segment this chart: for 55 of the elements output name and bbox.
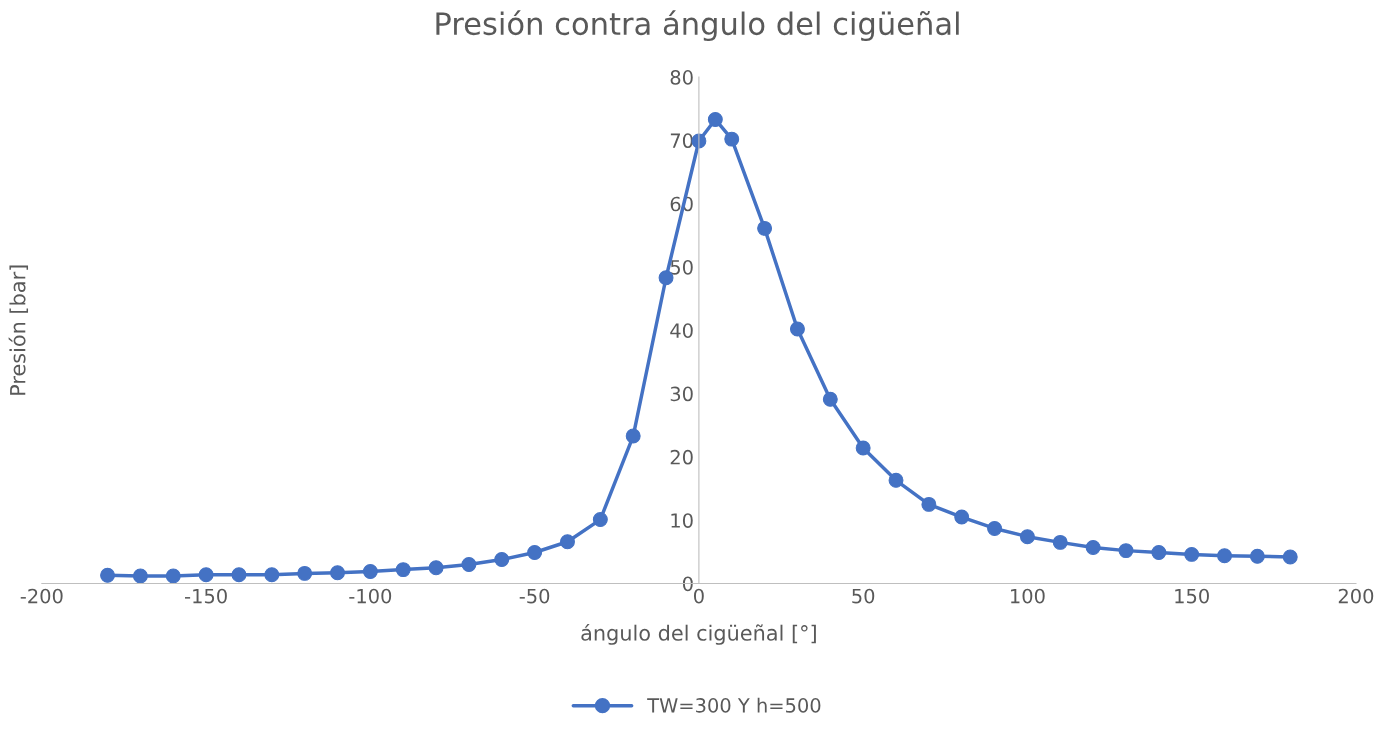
x-tick-label: 200 xyxy=(1338,588,1374,604)
point xyxy=(560,534,575,550)
point xyxy=(789,321,805,337)
point xyxy=(1184,546,1200,562)
point xyxy=(165,568,181,584)
point xyxy=(264,567,280,583)
point xyxy=(1217,548,1232,564)
point xyxy=(1282,549,1298,565)
x-tick-label: -150 xyxy=(185,588,227,604)
point xyxy=(822,391,838,407)
point xyxy=(297,565,313,581)
x-tick-label: 100 xyxy=(1011,588,1045,604)
x-tick-label: -50 xyxy=(519,588,550,604)
y-tick-label: 10 xyxy=(671,513,693,528)
point xyxy=(527,545,543,560)
point xyxy=(757,220,773,236)
point xyxy=(395,562,411,578)
point xyxy=(362,564,378,579)
point xyxy=(1085,539,1101,555)
point xyxy=(494,552,510,567)
point xyxy=(198,567,214,583)
x-tick-label: -100 xyxy=(349,588,392,604)
x-axis-title: ángulo del cigüeñal [°] xyxy=(581,623,816,645)
y-tick-label: 80 xyxy=(670,70,693,85)
point xyxy=(855,440,871,456)
point xyxy=(231,567,247,583)
point xyxy=(707,112,723,127)
x-tick-label: 0 xyxy=(693,588,704,604)
y-tick-label: 50 xyxy=(670,259,693,275)
legend-label: TW=300 Y h=500 xyxy=(647,697,821,713)
point xyxy=(100,567,116,583)
y-tick-label: 40 xyxy=(670,323,693,338)
y-tick-label: 20 xyxy=(670,449,693,465)
point xyxy=(330,565,345,581)
point xyxy=(625,428,641,444)
point xyxy=(461,557,477,572)
point xyxy=(1052,534,1068,550)
point xyxy=(987,520,1003,536)
point xyxy=(1249,548,1265,564)
chart-title: Presión contra ángulo del cigüeñal xyxy=(436,10,959,42)
point xyxy=(132,568,148,584)
y-tick-label: 30 xyxy=(670,386,693,402)
x-tick-label: -200 xyxy=(20,588,63,604)
x-tick-label: 150 xyxy=(1175,588,1209,604)
point xyxy=(1118,543,1134,559)
point xyxy=(724,131,740,147)
point xyxy=(1019,529,1035,545)
point xyxy=(954,509,970,525)
point xyxy=(1151,545,1167,560)
y-axis-title: Presión [bar] xyxy=(8,265,29,395)
point xyxy=(888,472,904,488)
point xyxy=(921,496,937,512)
point xyxy=(428,560,444,576)
point xyxy=(592,512,608,528)
x-tick-label: 50 xyxy=(852,588,875,604)
